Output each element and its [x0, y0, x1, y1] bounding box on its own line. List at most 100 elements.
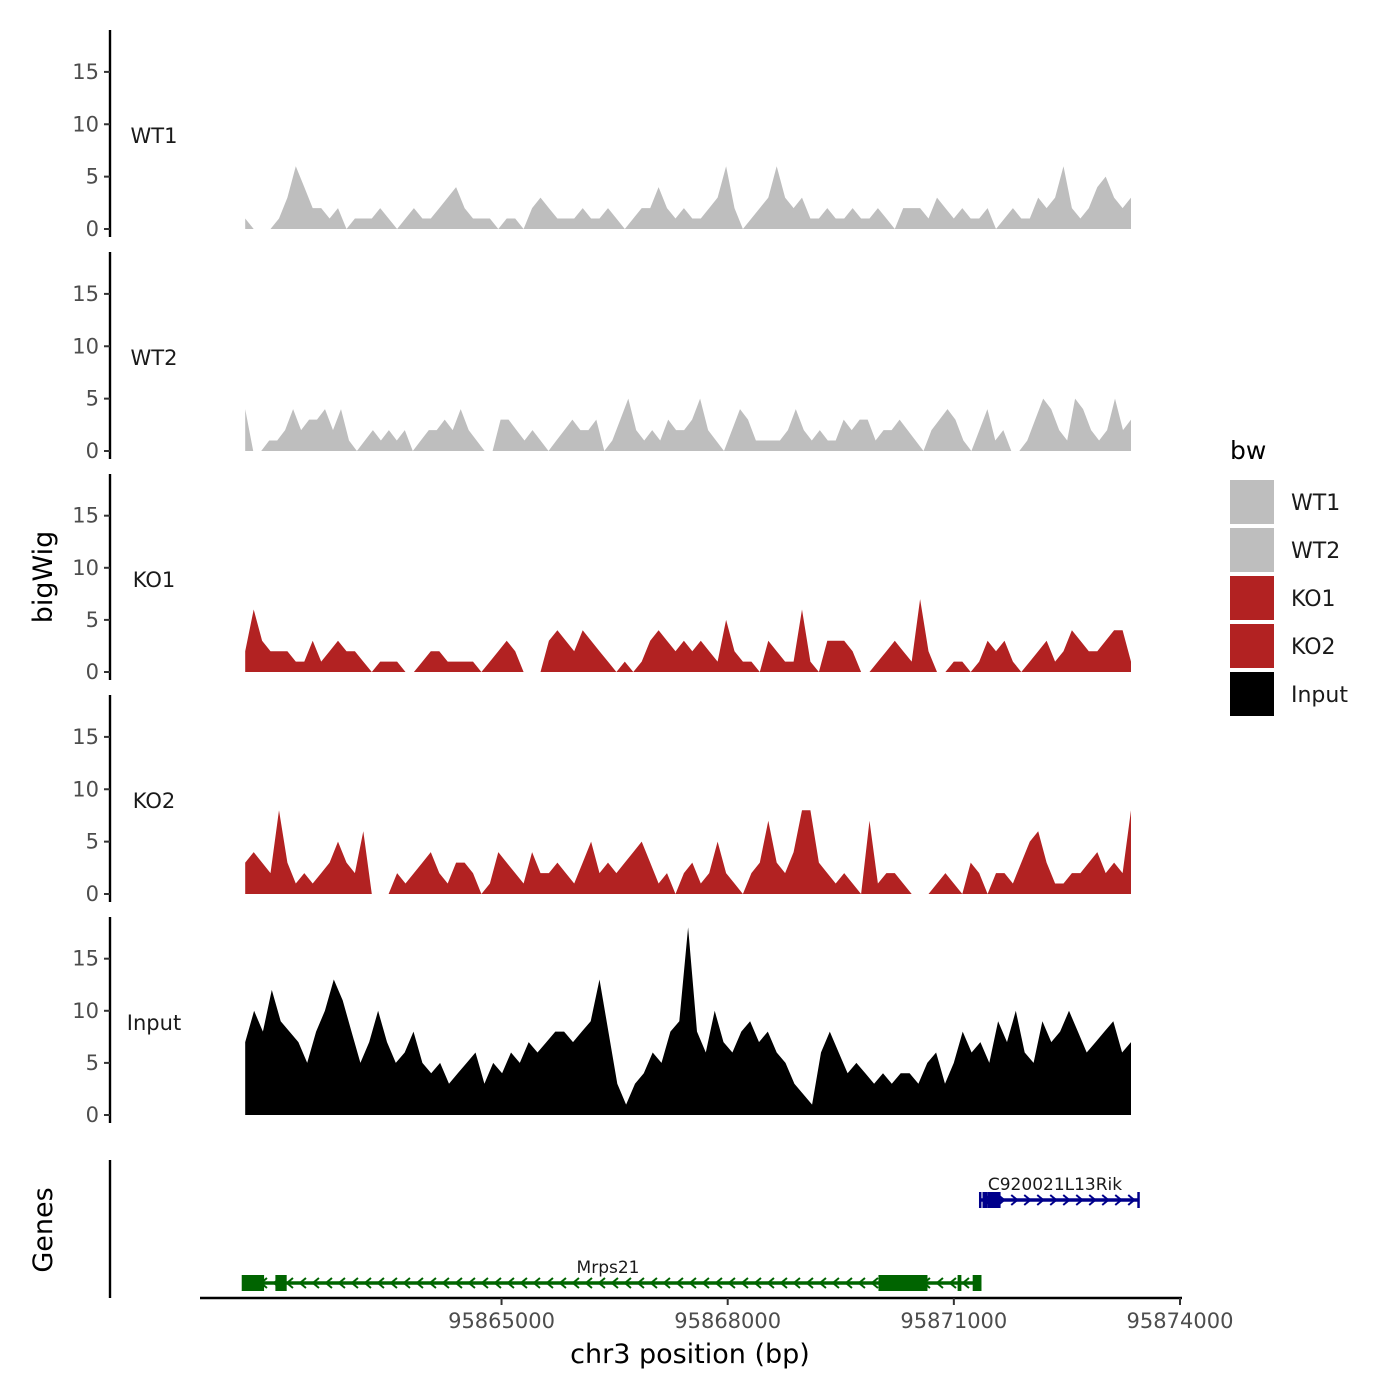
strand-arrow	[844, 1277, 853, 1289]
strand-arrow	[480, 1277, 489, 1289]
legend: bw WT1 WT2 KO1 KO2 Input	[1230, 436, 1348, 716]
strand-arrow	[857, 1277, 866, 1289]
tracks-panel: 0 5 10 15 WT1 0 5 10 15 WT2 0 5 10 15 KO1 0 5 10 15 KO2 0 5 10…	[72, 30, 1131, 1127]
gene-label: C920021L13Rik	[988, 1175, 1122, 1195]
y-tick-label: 0	[86, 660, 99, 684]
y-axis-title: bigWig	[28, 531, 59, 624]
strand-arrow	[1075, 1194, 1084, 1206]
strand-arrow	[1101, 1194, 1110, 1206]
strand-arrow	[818, 1277, 827, 1289]
strand-arrow	[1088, 1194, 1097, 1206]
legend-key-wt1	[1230, 480, 1274, 524]
legend-label: WT2	[1291, 539, 1340, 564]
strand-arrow	[662, 1277, 671, 1289]
strand-arrow	[623, 1277, 632, 1289]
track-input: 0 5 10 15 Input	[72, 917, 1131, 1127]
legend-label: Input	[1291, 683, 1348, 708]
strand-arrow	[519, 1277, 528, 1289]
strand-arrow	[402, 1277, 411, 1289]
strand-arrow	[571, 1277, 580, 1289]
y-tick-label: 15	[72, 947, 99, 971]
y-tick-label: 5	[86, 608, 99, 632]
strand-arrow	[1036, 1194, 1045, 1206]
legend-key-ko1	[1230, 576, 1274, 620]
legend-key-ko2	[1230, 624, 1274, 668]
legend-title: bw	[1230, 436, 1266, 465]
y-tick-label: 15	[72, 282, 99, 306]
strand-arrow	[545, 1277, 554, 1289]
y-tick-label: 10	[72, 556, 99, 580]
coverage-area	[245, 810, 1131, 894]
track-wt1: 0 5 10 15 WT1	[72, 30, 1131, 241]
strand-arrow	[298, 1277, 307, 1289]
strand-arrow	[597, 1277, 606, 1289]
track-label: WT2	[131, 346, 178, 370]
strand-arrow	[870, 1277, 879, 1289]
y-tick-label: 10	[72, 334, 99, 358]
strand-arrow	[831, 1277, 840, 1289]
strand-arrow	[1010, 1194, 1019, 1206]
strand-arrow	[363, 1277, 372, 1289]
x-tick-label: 95868000	[674, 1309, 781, 1333]
strand-arrow	[376, 1277, 385, 1289]
strand-arrow	[428, 1277, 437, 1289]
strand-arrow	[389, 1277, 398, 1289]
strand-arrow	[493, 1277, 502, 1289]
x-tick-label: 95874000	[1127, 1309, 1234, 1333]
strand-arrow	[337, 1277, 346, 1289]
track-wt2: 0 5 10 15 WT2	[72, 252, 1131, 463]
exon	[957, 1275, 962, 1291]
genes-axis-title: Genes	[28, 1187, 59, 1272]
y-tick-label: 5	[86, 830, 99, 854]
track-ko1: 0 5 10 15 KO1	[72, 474, 1131, 684]
strand-arrow	[558, 1277, 567, 1289]
strand-arrow	[779, 1277, 788, 1289]
coverage-area	[245, 166, 1131, 229]
track-ko2: 0 5 10 15 KO2	[72, 695, 1131, 906]
y-tick-label: 10	[72, 999, 99, 1023]
exon	[242, 1275, 265, 1291]
legend-label: KO2	[1291, 635, 1336, 660]
y-tick-label: 15	[72, 725, 99, 749]
strand-arrow	[727, 1277, 736, 1289]
exon	[972, 1275, 981, 1291]
gene-c920021l13rik: C920021L13Rik	[978, 1175, 1140, 1208]
strand-arrow	[454, 1277, 463, 1289]
strand-arrow	[701, 1277, 710, 1289]
y-tick-label: 10	[72, 777, 99, 801]
strand-arrow	[753, 1277, 762, 1289]
track-label: WT1	[131, 124, 178, 148]
track-label: Input	[127, 1011, 181, 1035]
genes-panel: Mrps21 C920021L13Rik	[108, 1160, 1140, 1298]
x-axis: 95865000 95868000 95871000 95874000	[200, 1296, 1234, 1333]
y-tick-label: 10	[72, 112, 99, 136]
strand-arrow	[415, 1277, 424, 1289]
x-tick-label: 95865000	[448, 1309, 555, 1333]
strand-arrow	[532, 1277, 541, 1289]
coverage-area	[245, 398, 1131, 451]
strand-arrow	[1049, 1194, 1058, 1206]
y-tick-label: 5	[86, 1051, 99, 1075]
strand-arrow	[649, 1277, 658, 1289]
strand-arrow	[961, 1277, 970, 1289]
y-tick-label: 0	[86, 1103, 99, 1127]
strand-arrow	[467, 1277, 476, 1289]
x-axis-title: chr3 position (bp)	[570, 1339, 810, 1370]
legend-label: KO1	[1291, 587, 1336, 612]
y-tick-label: 5	[86, 387, 99, 411]
exon	[275, 1275, 287, 1291]
strand-arrow	[1114, 1194, 1123, 1206]
y-tick-label: 15	[72, 60, 99, 84]
strand-arrow	[1023, 1194, 1032, 1206]
strand-arrow	[948, 1277, 957, 1289]
y-tick-label: 0	[86, 882, 99, 906]
strand-arrow	[805, 1277, 814, 1289]
coverage-area	[245, 927, 1131, 1115]
x-tick-label: 95871000	[900, 1309, 1007, 1333]
strand-arrow	[324, 1277, 333, 1289]
gene-label: Mrps21	[577, 1258, 640, 1278]
strand-arrow	[935, 1277, 944, 1289]
strand-arrow	[311, 1277, 320, 1289]
track-label: KO2	[133, 789, 176, 813]
